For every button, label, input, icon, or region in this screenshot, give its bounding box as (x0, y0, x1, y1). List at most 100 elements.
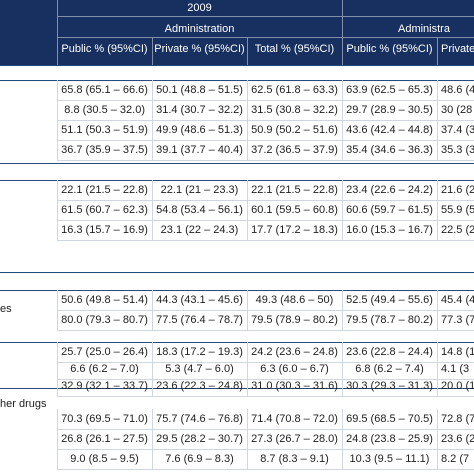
table-cell: 22.5 (2 (441, 224, 474, 236)
table-cell: 79.5 (78.9 – 80.2) (251, 314, 338, 326)
column-divider (437, 180, 438, 240)
header-divider (57, 0, 58, 65)
table-cell: 18.3 (17.2 – 19.3) (156, 346, 243, 358)
table-cell: 70.3 (69.5 – 71.0) (61, 413, 148, 425)
row-divider (57, 200, 474, 201)
column-header-public: Public % (95%CI) (61, 43, 148, 55)
table-cell: 24.2 (23.6 – 24.8) (251, 346, 338, 358)
table-cell: 71.4 (70.8 – 72.0) (251, 413, 338, 425)
table-cell: 23.6 (2 (441, 433, 474, 445)
row-divider (57, 120, 474, 121)
table-cell: 29.7 (28.9 – 30.5) (346, 104, 433, 116)
table-cell: 17.7 (17.2 – 18.3) (251, 224, 338, 236)
row-divider (57, 220, 474, 221)
header-divider (437, 37, 438, 65)
row-label-es: es (0, 303, 12, 315)
table-cell: 4.1 (3 (441, 363, 470, 375)
column-divider (247, 180, 248, 240)
table-cell: 75.7 (74.6 – 76.8) (156, 413, 243, 425)
row-divider (57, 429, 474, 430)
table-cell: 23.1 (22 – 24.3) (160, 224, 239, 236)
table-cell: 37.2 (36.5 – 37.9) (251, 144, 338, 156)
table-header: 2009 Administration Administra Public % … (0, 0, 474, 65)
table-cell: 69.5 (68.5 – 70.5) (346, 413, 433, 425)
row-divider (57, 240, 474, 241)
table-cell: 60.6 (59.7 – 61.5) (346, 204, 433, 216)
header-rule (57, 16, 474, 17)
table-cell: 49.9 (48.6 – 51.3) (156, 124, 243, 136)
section-divider (0, 65, 474, 66)
header-rule (57, 37, 474, 38)
table-cell: 8.2 (7 (441, 453, 470, 465)
column-divider (437, 409, 438, 469)
table-cell: 8.7 (8.3 – 9.1) (260, 453, 329, 465)
table-cell: 65.8 (65.1 – 66.6) (61, 84, 148, 96)
table-cell: 45.4 (4 (441, 294, 474, 306)
table-cell: 9.0 (8.5 – 9.5) (70, 453, 139, 465)
column-divider (57, 342, 58, 396)
row-divider (57, 140, 474, 141)
section-divider (0, 163, 474, 164)
table-cell: 7.6 (6.9 – 8.3) (165, 453, 234, 465)
administration-heading-next: Administra (398, 23, 450, 35)
table-cell: 35.3 (3 (441, 144, 474, 156)
row-divider (57, 330, 474, 331)
table-cell: 5.3 (4.7 – 6.0) (165, 363, 234, 375)
table-cell: 63.9 (62.5 – 65.3) (346, 84, 433, 96)
column-header-public-next: Public % (95%CI) (346, 43, 433, 55)
table-cell: 16.3 (15.7 – 16.9) (61, 224, 148, 236)
row-label-other-drugs: her drugs (0, 398, 47, 410)
table-cell: 77.5 (76.4 – 78.7) (156, 314, 243, 326)
row-divider (57, 449, 474, 450)
table-cell: 16.0 (15.3 – 16.7) (346, 224, 433, 236)
table-cell: 6.8 (6.2 – 7.4) (355, 363, 424, 375)
section-divider (0, 272, 474, 273)
table-cell: 30.3 (29.3 – 31.3) (346, 380, 433, 392)
table-cell: 31.5 (30.8 – 32.2) (251, 104, 338, 116)
column-header-private-next: Private (441, 43, 474, 55)
table-cell: 49.3 (48.6 – 50) (255, 294, 334, 306)
table-cell: 29.5 (28.2 – 30.7) (156, 433, 243, 445)
table-cell: 26.8 (26.1 – 27.5) (61, 433, 148, 445)
table-cell: 50.1 (48.8 – 51.5) (156, 84, 243, 96)
table-cell: 31.0 (30.3 – 31.6) (251, 380, 338, 392)
row-divider (57, 160, 474, 161)
table-cell: 23.4 (22.6 – 24.2) (346, 184, 433, 196)
table-cell: 22.1 (21.5 – 22.8) (251, 184, 338, 196)
table-cell: 23.6 (22.8 – 24.4) (346, 346, 433, 358)
table-cell: 10.3 (9.5 – 11.1) (349, 453, 430, 465)
column-divider (152, 409, 153, 469)
table-cell: 80.0 (79.3 – 80.7) (61, 314, 148, 326)
table-cell: 8.8 (30.5 – 32.0) (64, 104, 145, 116)
column-divider (342, 180, 343, 240)
table-cell: 6.6 (6.2 – 7.0) (70, 363, 139, 375)
table-cell: 60.1 (59.5 – 60.8) (251, 204, 338, 216)
section-divider (0, 342, 474, 343)
administration-heading: Administration (164, 23, 235, 35)
table-cell: 43.6 (42.4 – 44.8) (346, 124, 433, 136)
table-cell: 52.5 (49.4 – 55.6) (346, 294, 433, 306)
row-divider (57, 469, 474, 470)
section-divider (0, 388, 474, 389)
table-cell: 23.6 (22.3 – 24.8) (156, 380, 243, 392)
table-cell: 25.7 (25.0 – 26.4) (61, 346, 148, 358)
table-cell: 79.5 (78.7 – 80.2) (346, 314, 433, 326)
table-cell: 39.1 (37.7 – 40.4) (156, 144, 243, 156)
section-divider (0, 80, 474, 81)
column-header-private: Private % (95%CI) (154, 43, 245, 55)
column-divider (342, 409, 343, 469)
column-divider (247, 342, 248, 396)
column-divider (437, 342, 438, 396)
table-cell: 31.4 (30.7 – 32.2) (156, 104, 243, 116)
table-cell: 61.5 (60.7 – 62.3) (61, 204, 148, 216)
table-cell: 51.1 (50.3 – 51.9) (61, 124, 148, 136)
table-cell: 22.1 (21 – 23.3) (160, 184, 239, 196)
table-cell: 20.0 (1 (441, 380, 474, 392)
column-header-total: Total % (95%CI) (254, 43, 335, 55)
table-cell: 50.6 (49.8 – 51.4) (61, 294, 148, 306)
year-heading: 2009 (187, 2, 212, 14)
section-divider (0, 290, 474, 291)
table-cell: 54.8 (53.4 – 56.1) (156, 204, 243, 216)
table-cell: 32.9 (32.1 – 33.7) (61, 380, 148, 392)
